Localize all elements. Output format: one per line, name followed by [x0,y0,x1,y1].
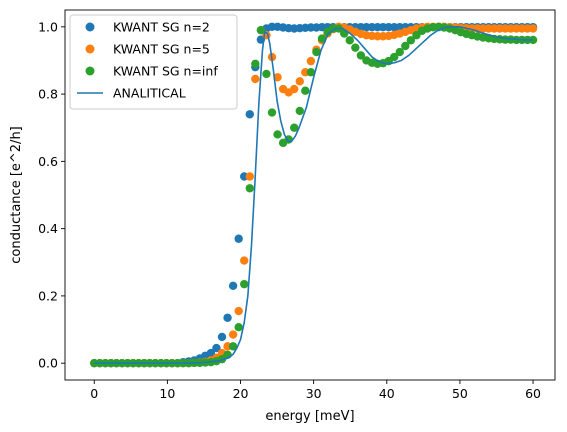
y-tick-label: 0.6 [38,154,58,169]
data-point [234,322,243,332]
data-point [206,348,216,358]
legend-label: KWANT SG n=inf [113,64,218,79]
y-tick-label: 0.4 [38,221,58,236]
legend-box [69,14,238,110]
y-tick-label: 0.0 [38,356,58,371]
data-point [273,130,282,139]
data-point [228,330,238,339]
data-point [228,342,238,351]
y-axis: 0.0 0.2 0.4 0.6 0.8 1.0 [38,19,65,371]
data-point [290,123,299,132]
data-point [317,34,327,43]
plot-frame [64,9,556,381]
data-point [295,77,304,86]
data-point [345,36,354,45]
data-point [234,234,243,243]
legend-label: ANALITICAL [113,86,186,101]
data-point [256,25,266,35]
data-point [351,43,360,52]
data-point [395,47,404,57]
analytical-line [94,26,534,364]
data-point [390,52,399,62]
x-axis: 0 10 20 30 40 50 60 [90,380,541,401]
legend-marker [85,44,95,54]
data-point [223,313,232,322]
data-point [295,106,304,116]
x-tick-label: 50 [452,386,468,401]
data-point [245,172,254,181]
data-point [245,184,254,193]
x-tick-label: 10 [159,386,175,401]
data-point [273,73,282,82]
y-tick-label: 0.2 [38,288,58,303]
x-tick-label: 40 [379,386,395,401]
x-tick-label: 0 [90,386,98,401]
data-point [262,69,271,79]
data-point [212,343,221,353]
data-point [401,41,410,51]
y-tick-label: 0.8 [38,87,58,102]
data-point [301,86,310,95]
data-point [356,51,366,60]
legend-marker [85,66,95,76]
x-axis-label: energy [meV] [265,409,354,424]
data-point [217,332,227,342]
x-tick-label: 30 [306,386,322,401]
data-point [251,59,260,69]
x-tick-label: 20 [233,386,249,401]
y-tick-label: 1.0 [38,19,58,34]
data-point [251,74,260,84]
data-point [306,56,316,66]
legend: KWANT SG n=2 KWANT SG n=5 KWANT SG n=inf AN… [69,14,238,110]
plot-marks [90,22,538,368]
legend-label: KWANT SG n=2 [113,20,210,35]
data-point [267,108,277,117]
y-axis-label: conductance [e^2/h] [9,126,24,263]
data-point [240,256,249,265]
data-point [290,84,299,94]
legend-label: KWANT SG n=5 [113,42,210,57]
data-point [228,281,238,291]
legend-marker [85,22,95,32]
data-point [234,306,243,316]
data-point [312,47,321,57]
data-point [245,110,254,119]
data-point [240,279,249,289]
data-point [528,24,538,33]
data-point [306,68,316,77]
data-point [406,36,416,45]
x-tick-label: 60 [525,386,541,401]
